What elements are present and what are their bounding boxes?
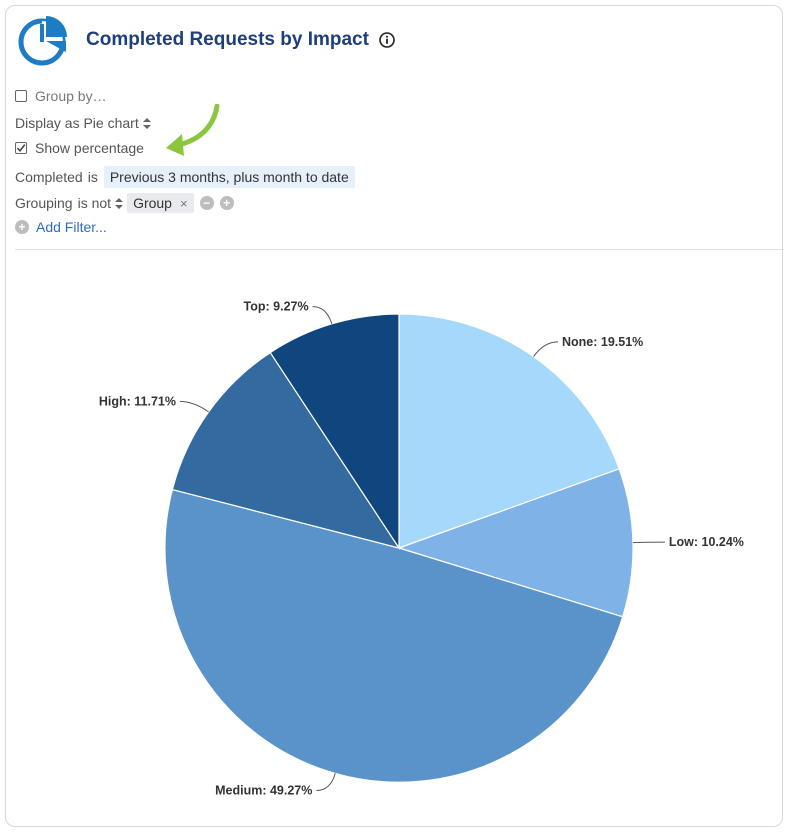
filter-completed-value[interactable]: Previous 3 months, plus month to date <box>103 166 355 188</box>
show-percentage-label[interactable]: Show percentage <box>35 140 144 156</box>
page-title: Completed Requests by Impact <box>86 29 369 50</box>
filter-grouping-row: Grouping is not Group × − + <box>15 193 234 213</box>
display-as-label[interactable]: Display as Pie chart <box>15 115 139 131</box>
filter-completed-field[interactable]: Completed <box>15 169 83 185</box>
remove-chip-icon[interactable]: × <box>179 195 188 211</box>
filter-grouping-chip: Group × <box>127 193 194 213</box>
pointer-arrow-icon <box>166 104 220 156</box>
divider <box>15 249 784 250</box>
checkmark-icon <box>16 144 26 153</box>
add-filter-link[interactable]: Add Filter... <box>36 219 107 235</box>
filter-grouping-field[interactable]: Grouping <box>15 195 73 211</box>
filter-completed-row: Completed is Previous 3 months, plus mon… <box>15 166 355 188</box>
show-percentage-row: Show percentage <box>15 140 144 156</box>
filter-completed-operator[interactable]: is <box>87 169 98 185</box>
add-filter-icon[interactable]: + <box>15 220 29 234</box>
show-percentage-checkbox[interactable] <box>15 142 27 154</box>
report-header: Completed Requests by Impact <box>16 10 395 70</box>
add-filter-row: + Add Filter... <box>15 219 107 235</box>
filter-grouping-value: Group <box>133 195 172 211</box>
display-as-row[interactable]: Display as Pie chart <box>15 115 151 131</box>
group-by-checkbox[interactable] <box>15 90 27 102</box>
pie-chart-logo-icon <box>18 16 67 66</box>
sort-arrows-icon <box>142 117 151 129</box>
group-by-row: Group by… <box>15 88 107 104</box>
group-by-label[interactable]: Group by… <box>35 88 107 104</box>
info-icon[interactable] <box>379 32 395 48</box>
filter-grouping-operator[interactable]: is not <box>77 195 112 211</box>
sort-arrows-icon <box>115 197 124 209</box>
remove-filter-button[interactable]: − <box>199 196 214 210</box>
add-condition-button[interactable]: + <box>219 196 234 210</box>
